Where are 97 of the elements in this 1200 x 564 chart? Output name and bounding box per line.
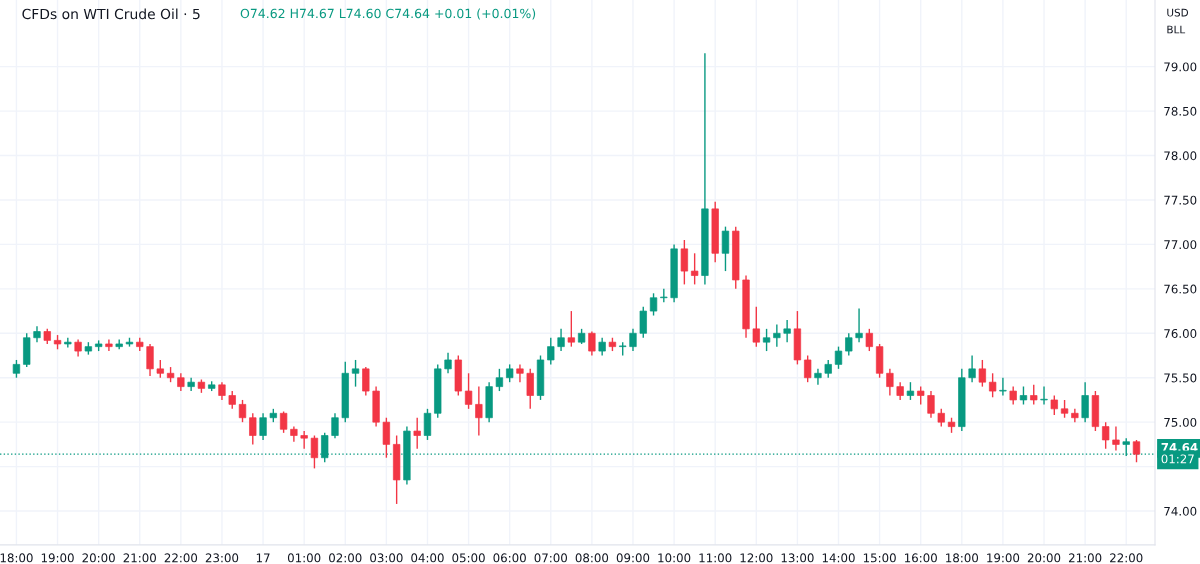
candlestick — [773, 323, 781, 348]
x-tick-label: 07:00 — [534, 553, 568, 563]
candlestick — [362, 366, 370, 397]
x-tick-label: 14:00 — [822, 553, 855, 563]
x-tick-label: 15:00 — [863, 553, 896, 563]
x-tick-label: 12:00 — [740, 553, 773, 563]
x-tick-label: 21:00 — [123, 553, 156, 563]
x-tick-label: 22:00 — [1110, 553, 1143, 563]
x-tick-label: 16:00 — [905, 553, 937, 563]
x-tick-label: 03:00 — [370, 553, 403, 563]
x-tick-label: 02:00 — [329, 553, 362, 563]
candlestick — [526, 368, 534, 410]
y-tick-label: 76.50 — [1164, 284, 1197, 294]
candlestick — [845, 332, 853, 357]
x-tick-label: 17 — [256, 553, 270, 563]
x-tick-label: 20:00 — [82, 553, 115, 563]
candlestick — [382, 417, 391, 459]
candlestick — [567, 310, 575, 348]
y-tick-label: 77.50 — [1164, 195, 1197, 205]
candlestick — [814, 368, 822, 386]
candlestick — [557, 328, 565, 352]
candlestick — [146, 343, 154, 377]
candlestick — [64, 337, 72, 349]
x-tick-label: 10:00 — [658, 553, 691, 563]
y-tick-label: 74.00 — [1164, 506, 1197, 516]
y-tick-label: 78.00 — [1164, 151, 1197, 161]
candlestick — [629, 328, 637, 352]
x-tick-label: 20:00 — [1027, 553, 1061, 563]
candlestick — [1081, 381, 1089, 423]
candlestick — [649, 292, 658, 317]
x-tick-label: 08:00 — [575, 553, 609, 563]
x-tick-label: 06:00 — [493, 553, 526, 563]
candlestick — [413, 417, 421, 450]
x-tick-label: 05:00 — [452, 553, 485, 563]
x-tick-label: 19:00 — [987, 553, 1020, 563]
x-tick-label: 04:00 — [411, 553, 444, 563]
y-tick-label: 78.50 — [1164, 106, 1197, 116]
candlestick — [721, 225, 730, 272]
x-tick-label: 18:00 — [0, 553, 33, 563]
x-tick-label: 23:00 — [205, 553, 239, 563]
candlestick — [783, 319, 791, 343]
y-tick-label: 77.00 — [1164, 240, 1197, 250]
candlestick — [999, 377, 1007, 397]
candlestick — [1112, 425, 1120, 452]
candlestick — [762, 328, 771, 352]
candlestick — [495, 368, 504, 392]
text: 01:27 — [1161, 454, 1194, 464]
candlestick — [588, 330, 596, 357]
candlestick — [660, 288, 668, 303]
candlestick — [1102, 421, 1110, 450]
candlestick — [886, 368, 894, 397]
x-tick-label: 21:00 — [1068, 553, 1102, 563]
candlestick — [680, 239, 689, 286]
candlestick — [752, 305, 760, 348]
x-tick-label: 09:00 — [616, 553, 650, 563]
candlestick — [639, 305, 647, 339]
text: BLL — [1167, 25, 1186, 34]
x-tick-label: 01:00 — [287, 553, 321, 563]
candlestick — [423, 408, 432, 441]
x-tick-label: 13:00 — [781, 553, 814, 563]
candlestick — [989, 372, 997, 398]
text: O74.62 H74.67 L74.60 C74.64 +0.01 (+0.01%) — [240, 8, 536, 20]
candlestick — [1132, 439, 1141, 463]
candlestick — [855, 307, 863, 343]
candlestick — [804, 354, 812, 383]
y-tick-label: 79.00 — [1164, 62, 1197, 72]
chart-title: CFDs on WTI Crude Oil · 5 — [22, 8, 200, 20]
candlestick — [331, 412, 339, 439]
candlestick — [444, 352, 452, 374]
x-tick-label: 11:00 — [699, 553, 732, 563]
y-tick-label: 75.00 — [1164, 417, 1197, 427]
candlestick — [547, 337, 555, 366]
candlestick — [691, 252, 699, 286]
candlestick — [464, 372, 473, 410]
x-tick-label: 22:00 — [164, 553, 198, 563]
candlestick — [968, 354, 976, 383]
candlestick — [310, 434, 319, 470]
candlestick — [927, 390, 935, 419]
candlestick — [259, 412, 267, 441]
candlestick — [865, 328, 873, 352]
x-tick-label: 18:00 — [946, 553, 979, 563]
candlestick — [978, 359, 986, 388]
candlestick — [834, 345, 843, 370]
candlestick — [351, 359, 360, 388]
candlestick — [279, 410, 288, 434]
candlestick — [300, 430, 308, 450]
text: USD — [1167, 8, 1189, 17]
candlestick — [1040, 385, 1048, 406]
candlestick — [475, 385, 483, 437]
x-tick-label: 19:00 — [41, 553, 74, 563]
y-tick-label: 76.00 — [1164, 329, 1197, 338]
candlestick — [238, 399, 247, 423]
y-tick-label: 75.50 — [1164, 373, 1197, 383]
candlestick — [516, 363, 524, 383]
candlestick — [1050, 394, 1058, 416]
candlestick — [1030, 384, 1038, 406]
candlestick — [249, 412, 257, 446]
